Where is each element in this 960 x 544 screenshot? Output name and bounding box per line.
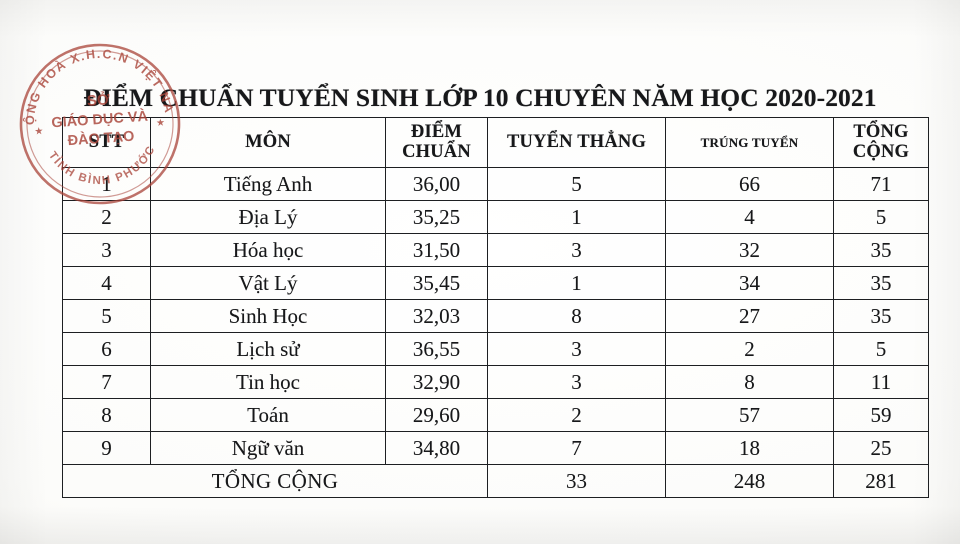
cell-score: 31,50: [385, 233, 488, 267]
table-row: 3 Hóa học 31,50 3 32 35: [62, 233, 929, 267]
cell-stt: 3: [62, 233, 151, 267]
cell-total: 11: [833, 365, 929, 399]
cell-subject: Tiếng Anh: [150, 167, 386, 201]
table-header: STT MÔN ĐIỂM CHUẨN TUYỂN THẲNG TRÚNG TUY…: [62, 117, 929, 168]
cell-admitted: 4: [665, 200, 834, 234]
cell-total: 25: [833, 431, 929, 465]
table-row: 9 Ngữ văn 34,80 7 18 25: [62, 431, 929, 465]
cell-direct: 2: [487, 398, 666, 432]
table-row: 5 Sinh Học 32,03 8 27 35: [62, 299, 929, 333]
column-header-admitted: TRÚNG TUYỂN: [665, 117, 834, 168]
cell-score: 32,90: [385, 365, 488, 399]
column-header-score-line1: ĐIỂM: [410, 121, 463, 142]
cell-total: 5: [833, 200, 929, 234]
stamp-outer-ring-text: CỘNG HOÀ X.H.C.N VIỆT NAM: [8, 32, 176, 127]
table-body: 1 Tiếng Anh 36,00 5 66 71 2 Địa Lý 35,25 1 4 5 3 Hóa …: [62, 167, 929, 498]
table-row: 1 Tiếng Anh 36,00 5 66 71: [62, 167, 929, 201]
svg-text:CỘNG HOÀ X.H.C.N VIỆT NAM: CỘNG HOÀ X.H.C.N VIỆT NAM: [8, 32, 176, 127]
cell-direct: 1: [487, 200, 666, 234]
column-header-score: ĐIỂM CHUẨN: [385, 117, 488, 168]
cell-subject: Lịch sử: [150, 332, 386, 366]
cell-subject: Ngữ văn: [150, 431, 386, 465]
table-row: 6 Lịch sử 36,55 3 2 5: [62, 332, 929, 366]
column-header-total-line1: TỔNG: [853, 121, 909, 142]
cell-stt: 6: [62, 332, 151, 366]
admission-score-table: STT MÔN ĐIỂM CHUẨN TUYỂN THẲNG TRÚNG TUY…: [62, 117, 929, 498]
cell-subject: Hóa học: [150, 233, 386, 267]
table-header-row: STT MÔN ĐIỂM CHUẨN TUYỂN THẲNG TRÚNG TUY…: [62, 117, 929, 168]
stamp-left-star: ★: [34, 126, 44, 138]
cell-score: 32,03: [385, 299, 488, 333]
cell-stt: 2: [62, 200, 151, 234]
cell-direct: 3: [487, 332, 666, 366]
cell-direct: 8: [487, 299, 666, 333]
table-row: 8 Toán 29,60 2 57 59: [62, 398, 929, 432]
cell-total: 59: [833, 398, 929, 432]
cell-stt: 4: [62, 266, 151, 300]
cell-score: 35,45: [385, 266, 488, 300]
cell-admitted: 66: [665, 167, 834, 201]
cell-subject: Vật Lý: [150, 266, 386, 300]
cell-direct: 7: [487, 431, 666, 465]
cell-subject: Tin học: [150, 365, 386, 399]
cell-admitted: 32: [665, 233, 834, 267]
cell-total: 35: [833, 299, 929, 333]
column-header-stt: STT: [62, 117, 151, 168]
cell-admitted: 34: [665, 266, 834, 300]
cell-subject: Toán: [150, 398, 386, 432]
cell-stt: 1: [62, 167, 151, 201]
cell-subject: Sinh Học: [150, 299, 386, 333]
cell-total: 71: [833, 167, 929, 201]
cell-total: 35: [833, 233, 929, 267]
cell-score: 36,55: [385, 332, 488, 366]
page-title: ĐIỂM CHUẨN TUYỂN SINH LỚP 10 CHUYÊN NĂM …: [83, 83, 877, 112]
cell-stt: 9: [62, 431, 151, 465]
cell-direct: 1: [487, 266, 666, 300]
cell-direct: 3: [487, 365, 666, 399]
total-row-label: TỔNG CỘNG: [62, 464, 488, 498]
column-header-total: TỔNG CỘNG: [833, 117, 929, 168]
column-header-score-line2: CHUẨN: [402, 141, 471, 162]
table-row: 2 Địa Lý 35,25 1 4 5: [62, 200, 929, 234]
cell-admitted: 57: [665, 398, 834, 432]
cell-total: 5: [833, 332, 929, 366]
total-direct: 33: [487, 464, 666, 498]
table-total-row: TỔNG CỘNG 33 248 281: [62, 464, 929, 498]
table-row: 7 Tin học 32,90 3 8 11: [62, 365, 929, 399]
cell-total: 35: [833, 266, 929, 300]
column-header-total-line2: CỘNG: [852, 141, 910, 162]
cell-admitted: 2: [665, 332, 834, 366]
cell-admitted: 18: [665, 431, 834, 465]
cell-admitted: 27: [665, 299, 834, 333]
cell-score: 36,00: [385, 167, 488, 201]
column-header-subject: MÔN: [150, 117, 386, 168]
cell-direct: 3: [487, 233, 666, 267]
cell-score: 29,60: [385, 398, 488, 432]
total-overall: 281: [833, 464, 929, 498]
cell-stt: 5: [62, 299, 151, 333]
column-header-direct-admission: TUYỂN THẲNG: [487, 117, 666, 168]
cell-score: 35,25: [385, 200, 488, 234]
cell-score: 34,80: [385, 431, 488, 465]
cell-direct: 5: [487, 167, 666, 201]
cell-admitted: 8: [665, 365, 834, 399]
cell-subject: Địa Lý: [150, 200, 386, 234]
table-row: 4 Vật Lý 35,45 1 34 35: [62, 266, 929, 300]
total-admitted: 248: [665, 464, 834, 498]
cell-stt: 8: [62, 398, 151, 432]
cell-stt: 7: [62, 365, 151, 399]
